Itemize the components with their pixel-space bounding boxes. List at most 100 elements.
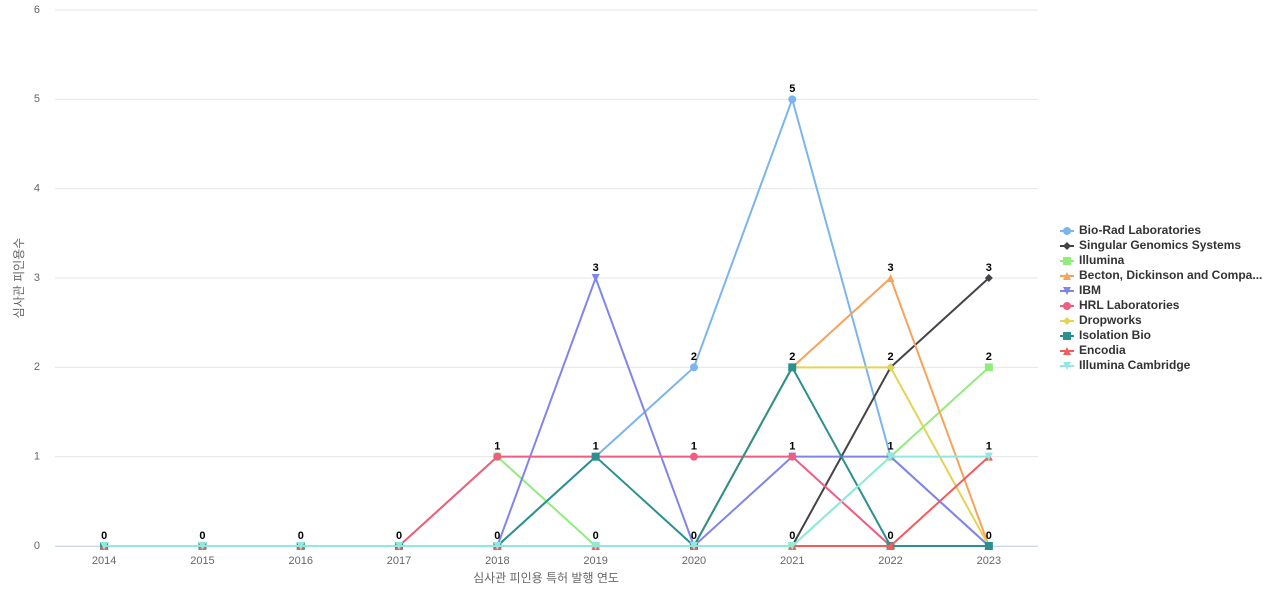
marker: [296, 542, 305, 550]
marker: [100, 542, 109, 550]
data-label: 5: [789, 83, 795, 95]
data-label: 3: [593, 262, 599, 274]
legend-item: Becton, Dickinson and Compa...: [1060, 268, 1262, 282]
marker: [689, 542, 698, 550]
legend-marker: [1063, 272, 1071, 280]
legend-label: Singular Genomics Systems: [1079, 238, 1241, 252]
legend-item: Illumina Cambridge: [1060, 358, 1191, 372]
marker: [395, 542, 404, 550]
data-label: 2: [986, 351, 992, 363]
data-label: 3: [887, 262, 893, 274]
legend-item: Bio-Rad Laboratories: [1060, 223, 1201, 237]
legend-label: Dropworks: [1079, 313, 1142, 327]
data-label: 0: [593, 530, 599, 542]
legend-label: IBM: [1079, 283, 1101, 297]
data-label: 0: [887, 530, 893, 542]
legend-label: Illumina Cambridge: [1079, 358, 1191, 372]
marker: [591, 542, 600, 550]
legend-label: HRL Laboratories: [1079, 298, 1180, 312]
legend-marker: [1063, 257, 1071, 265]
marker: [788, 542, 797, 550]
series: [100, 95, 993, 550]
marker: [788, 95, 797, 104]
data-label: 1: [789, 441, 795, 453]
data-label: 0: [986, 530, 992, 542]
data-label: 0: [396, 530, 402, 542]
data-label: 1: [986, 441, 992, 453]
marker: [689, 363, 698, 372]
data-label: 1: [887, 441, 893, 453]
marker: [984, 542, 993, 550]
marker: [886, 363, 895, 372]
x-tick-label: 2019: [583, 555, 607, 567]
x-tick-label: 2023: [977, 555, 1001, 567]
x-tick-label: 2017: [387, 555, 411, 567]
legend-item: Illumina: [1060, 253, 1125, 267]
y-axis-title: 심사관 피인용수: [12, 238, 26, 319]
legend-marker: [1063, 317, 1071, 325]
legend-label: Isolation Bio: [1079, 328, 1151, 342]
legend-label: Illumina: [1079, 253, 1125, 267]
series-line: [104, 275, 990, 548]
data-label: 0: [199, 530, 205, 542]
marker: [984, 452, 993, 461]
legend-label: Encodia: [1079, 343, 1126, 357]
legend-item: Dropworks: [1060, 313, 1142, 327]
legend-item: Isolation Bio: [1060, 328, 1151, 342]
legend-marker: [1063, 362, 1071, 370]
legend-item: IBM: [1060, 283, 1101, 297]
data-label: 1: [494, 441, 500, 453]
x-tick-label: 2021: [780, 555, 804, 567]
y-tick-label: 0: [34, 540, 40, 552]
data-label: 0: [494, 530, 500, 542]
series: [100, 274, 993, 550]
x-tick-label: 2022: [878, 555, 902, 567]
x-tick-label: 2020: [682, 555, 706, 567]
marker: [689, 452, 698, 461]
marker: [886, 542, 895, 550]
legend-item: Encodia: [1060, 343, 1126, 357]
data-label: 1: [691, 441, 697, 453]
legend-marker: [1063, 287, 1071, 295]
marker: [788, 452, 797, 461]
y-tick-label: 1: [34, 451, 40, 463]
data-label: 0: [101, 530, 107, 542]
marker: [198, 542, 207, 550]
series-line: [104, 455, 989, 547]
marker: [493, 452, 502, 461]
marker: [984, 363, 993, 372]
data-label: 2: [691, 351, 697, 363]
marker: [788, 363, 797, 372]
x-tick-label: 2016: [289, 555, 313, 567]
marker: [591, 274, 600, 282]
y-tick-label: 3: [34, 272, 40, 284]
data-label: 0: [691, 530, 697, 542]
legend-marker: [1063, 302, 1071, 310]
x-axis-title: 심사관 피인용 특허 발행 연도: [473, 570, 619, 585]
data-label: 2: [887, 351, 893, 363]
y-tick-label: 5: [34, 93, 40, 105]
legend-label: Bio-Rad Laboratories: [1079, 223, 1201, 237]
x-tick-label: 2018: [485, 555, 509, 567]
y-tick-label: 6: [34, 4, 40, 16]
data-label: 0: [789, 530, 795, 542]
data-label: 0: [298, 530, 304, 542]
x-tick-label: 2015: [190, 555, 214, 567]
marker: [984, 274, 993, 282]
legend-marker: [1063, 332, 1071, 340]
marker: [886, 274, 895, 282]
marker: [886, 452, 895, 461]
series-line: [104, 96, 990, 547]
y-tick-label: 2: [34, 361, 40, 373]
data-label: 2: [789, 351, 795, 363]
data-label: 1: [593, 441, 599, 453]
data-label: 3: [986, 262, 992, 274]
legend-marker: [1063, 347, 1071, 355]
legend-marker: [1063, 227, 1071, 235]
marker: [493, 542, 502, 550]
marker: [591, 452, 600, 461]
legend-item: Singular Genomics Systems: [1060, 238, 1241, 252]
y-tick-label: 4: [34, 183, 40, 195]
series: [100, 452, 993, 550]
